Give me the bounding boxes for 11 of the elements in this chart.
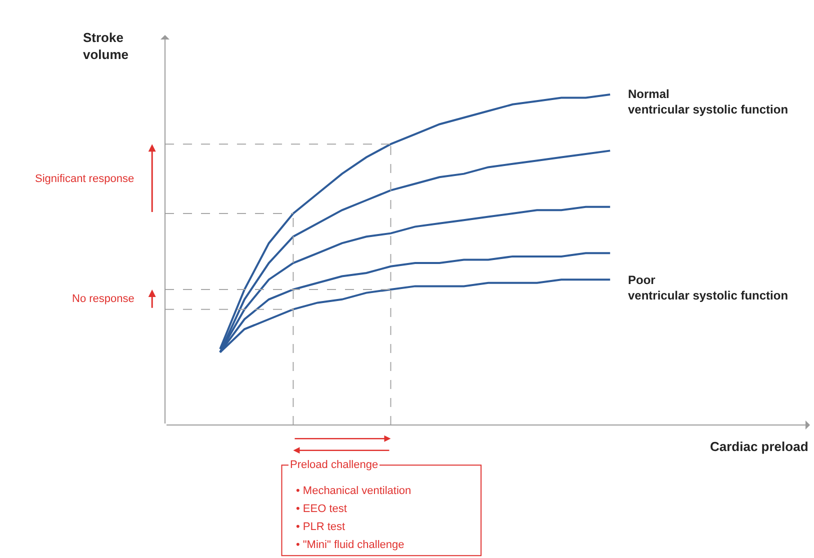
series-label: Normal ventricular systolic function <box>628 87 788 117</box>
series-label: Poor ventricular systolic function <box>628 273 788 303</box>
text: • EEO test <box>296 503 347 515</box>
text: Stroke volume <box>83 30 129 62</box>
text: Significant response <box>35 173 134 185</box>
text: Preload challenge <box>290 459 378 471</box>
text: • PLR test <box>296 521 346 533</box>
text: Cardiac preload <box>710 439 808 454</box>
text: • "Mini" fluid challenge <box>296 539 404 551</box>
text: • Mechanical ventilation <box>296 485 412 497</box>
text: No response <box>72 293 134 305</box>
